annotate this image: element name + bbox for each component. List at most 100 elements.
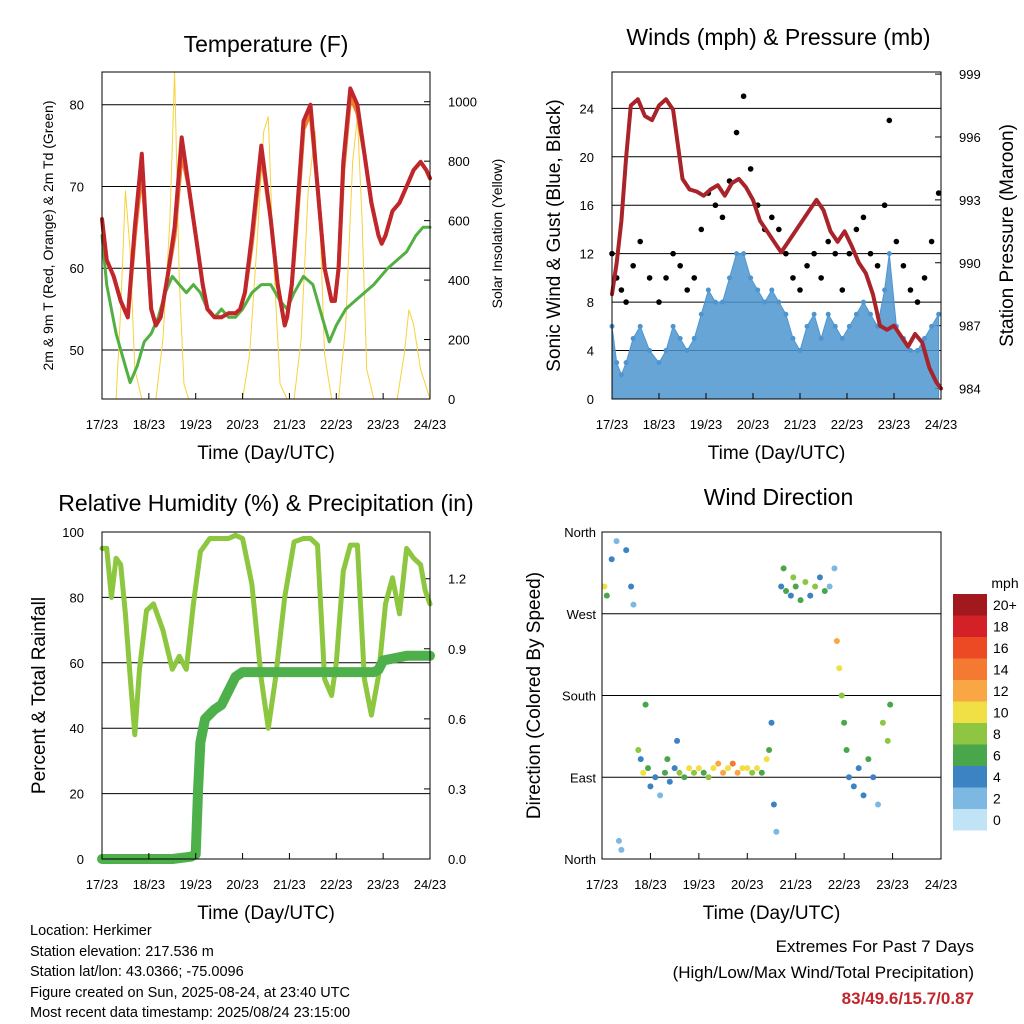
y2-tick-label: 600 xyxy=(448,214,470,229)
x-tick-label-4: 18/23 xyxy=(634,877,667,892)
wind-gust-point xyxy=(832,250,839,257)
direction-point xyxy=(816,574,823,581)
colorbar-swatch xyxy=(953,680,987,702)
direction-point xyxy=(618,846,625,853)
direction-point xyxy=(780,565,787,572)
wind-speed-point xyxy=(907,348,913,354)
direction-point xyxy=(664,756,671,763)
wind-speed-point xyxy=(719,299,725,305)
wind-speed-point xyxy=(663,348,669,354)
y2-tick-label: 987 xyxy=(959,319,981,334)
x-tick-label-3: 22/23 xyxy=(320,877,353,892)
direction-point xyxy=(623,547,630,554)
direction-point xyxy=(879,719,886,726)
wind-gust-point xyxy=(677,262,683,269)
chart-title-humidity: Relative Humidity (%) & Precipitation (i… xyxy=(58,490,473,516)
direction-point xyxy=(763,756,770,763)
direction-point xyxy=(645,765,652,772)
direction-point xyxy=(734,769,741,776)
y-tick-label: South xyxy=(562,689,596,704)
direction-point xyxy=(628,583,635,590)
wind-gust-point xyxy=(914,299,921,305)
wind-speed-point xyxy=(915,348,920,354)
direction-point xyxy=(724,765,731,772)
colorbar-swatch xyxy=(953,766,987,788)
wind-speed-point xyxy=(846,323,852,329)
extremes-subtitle: (High/Low/Max Wind/Total Precipitation) xyxy=(672,963,974,982)
x-tick-label-1: 18/23 xyxy=(133,417,166,432)
y2-axis-label-winds: Station Pressure (Maroon) xyxy=(997,124,1018,347)
wind-gust-point xyxy=(893,238,900,245)
y-tick-label: 20 xyxy=(70,787,84,802)
wind-speed-point xyxy=(762,299,768,305)
direction-point xyxy=(790,574,797,581)
direction-point xyxy=(875,801,882,808)
wind-gust-point xyxy=(853,226,860,233)
precip-line xyxy=(97,650,435,864)
y-tick-label: 60 xyxy=(70,261,84,276)
y-tick-label: 24 xyxy=(580,101,594,116)
x-tick-label-2: 23/23 xyxy=(878,417,911,432)
direction-point xyxy=(635,747,642,753)
colorbar-swatch xyxy=(953,637,987,659)
wind-gust-point xyxy=(719,214,726,221)
wind-speed-point xyxy=(769,287,775,293)
direction-point xyxy=(855,765,862,772)
temperature-series-2 xyxy=(100,225,432,385)
x-tick-label-3: 23/23 xyxy=(367,877,400,892)
x-axis-label-2: Time (Day/UTC) xyxy=(708,443,846,464)
colorbar-swatch xyxy=(953,809,987,831)
direction-point xyxy=(666,778,673,785)
wind-speed-point xyxy=(670,323,676,329)
y-tick-label: 8 xyxy=(587,295,594,310)
wind-gust-point xyxy=(928,238,935,245)
direction-point xyxy=(778,583,785,590)
direction-point xyxy=(870,774,877,781)
direction-point xyxy=(700,769,707,776)
wind-gust-point xyxy=(867,250,874,257)
x-tick-label-2: 24/23 xyxy=(925,417,958,432)
direction-point xyxy=(676,769,683,776)
wind-gust-point xyxy=(646,275,653,281)
y-tick-label: 0 xyxy=(77,852,84,867)
y2-tick-label: 1.2 xyxy=(448,572,466,587)
y-tick-label: 20 xyxy=(580,150,594,165)
colorbar-label: 10 xyxy=(993,705,1009,721)
colorbar-label: 8 xyxy=(993,726,1001,742)
x-tick-label-1: 22/23 xyxy=(320,417,353,432)
station-info: Location: Herkimer Station elevation: 21… xyxy=(30,921,350,1024)
y-axis-label-winds: Sonic Wind & Gust (Blue, Black) xyxy=(544,99,565,371)
colorbar-label: 20+ xyxy=(993,597,1017,613)
direction-point xyxy=(783,588,790,595)
x-tick-label-3: 21/23 xyxy=(273,877,306,892)
direction-point xyxy=(812,583,819,590)
wind-gust-point xyxy=(747,166,754,172)
wind-speed-point xyxy=(677,335,683,341)
direction-point xyxy=(671,765,678,772)
y-tick-label: 16 xyxy=(580,198,594,213)
x-tick-label-1: 23/23 xyxy=(367,417,400,432)
wind-gust-point xyxy=(733,129,740,136)
x-tick-label-2: 22/23 xyxy=(831,417,864,432)
x-tick-label-1: 20/23 xyxy=(226,417,259,432)
x-tick-label-2: 17/23 xyxy=(596,417,629,432)
colorbar-swatch xyxy=(953,744,987,766)
y-tick-label: 60 xyxy=(70,656,84,671)
wind-speed-point xyxy=(929,323,935,329)
wind-speed-point xyxy=(790,335,796,341)
colorbar-label: 14 xyxy=(993,662,1009,678)
colorbar-swatch xyxy=(953,658,987,680)
y2-tick-label: 996 xyxy=(959,130,981,145)
wind-speed-point xyxy=(647,348,653,354)
wind-gust-point xyxy=(769,214,775,221)
direction-point xyxy=(841,719,848,726)
colorbar-label: 18 xyxy=(993,619,1009,635)
wind-speed-point xyxy=(783,311,789,317)
direction-point xyxy=(766,747,773,753)
plot-frame-4 xyxy=(601,531,942,860)
direction-point xyxy=(838,692,845,699)
x-tick-label-4: 23/23 xyxy=(876,877,909,892)
direction-point xyxy=(797,597,804,604)
wind-speed-point xyxy=(886,251,892,257)
